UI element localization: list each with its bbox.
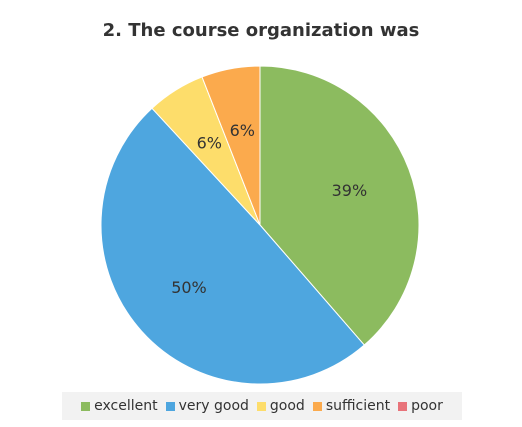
pie-labels: 39% 50% 6% 6% [171, 121, 367, 297]
pie-slice-excellent [259, 65, 420, 346]
legend-label: excellent [94, 398, 158, 414]
legend-item-very-good: very good [165, 398, 249, 414]
legend-label: sufficient [325, 398, 391, 414]
pie-slice-very-good [100, 107, 365, 385]
legend-label: good [269, 398, 305, 414]
legend-swatch [256, 401, 266, 411]
legend-label: poor [411, 398, 443, 414]
pie-slice-label-sufficient: 6% [230, 121, 255, 140]
pie-slice-label-excellent: 39% [332, 181, 368, 200]
pie-slice-label-very-good: 50% [171, 278, 207, 297]
legend-item-good: good [256, 398, 305, 414]
legend-swatch [81, 401, 91, 411]
legend-swatch [312, 401, 322, 411]
legend-item-excellent: excellent [81, 398, 158, 414]
legend-item-sufficient: sufficient [312, 398, 391, 414]
pie-slice-label-good: 6% [197, 134, 222, 153]
pie-slices [100, 65, 420, 385]
legend: excellent very good good sufficient poor [62, 392, 462, 420]
pie-slice-sufficient [201, 65, 261, 226]
legend-item-poor: poor [398, 398, 443, 414]
legend-swatch [165, 401, 175, 411]
chart-title: 2. The course organization was [102, 20, 420, 41]
legend-swatch [398, 401, 408, 411]
legend-label: very good [178, 398, 249, 414]
